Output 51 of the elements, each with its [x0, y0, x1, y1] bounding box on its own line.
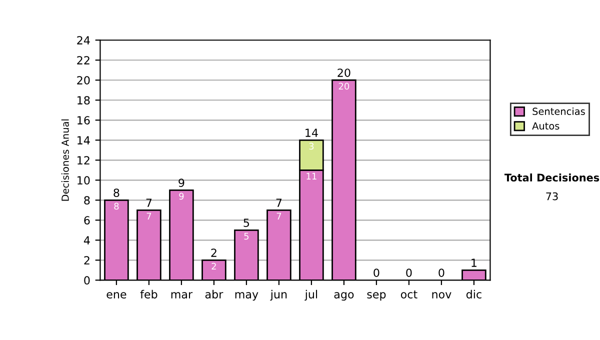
- data-label: 8: [114, 202, 119, 210]
- y-tick-label: 22: [77, 56, 90, 64]
- y-tick-label: 0: [84, 276, 90, 285]
- x-tick-label: oct: [400, 290, 418, 298]
- y-tick-label: 6: [84, 216, 90, 225]
- total-label: 0: [374, 268, 380, 278]
- x-tick-label: sep: [367, 292, 386, 301]
- total-label: 0: [406, 268, 412, 278]
- data-label: 11: [306, 172, 316, 180]
- x-tick-label: may: [235, 292, 258, 301]
- data-label: 20: [338, 82, 350, 90]
- total-label: 5: [244, 218, 250, 227]
- y-tick-label: 18: [78, 96, 90, 105]
- legend-label: Autos: [532, 122, 560, 130]
- text: 73: [546, 192, 558, 200]
- data-label: 5: [244, 232, 249, 240]
- y-axis-title: Decisiones Anual: [61, 119, 69, 201]
- legend-label: Sentencias: [532, 107, 585, 116]
- data-label: 9: [179, 192, 184, 200]
- data-label: 7: [276, 212, 282, 220]
- y-tick-label: 20: [77, 76, 90, 85]
- x-tick-label: jul: [304, 290, 318, 301]
- y-tick-label: 16: [78, 116, 90, 125]
- total-label: 20: [338, 68, 350, 77]
- y-tick-label: 14: [78, 136, 90, 144]
- y-tick-label: 12: [78, 156, 90, 164]
- y-tick-label: 4: [84, 236, 90, 244]
- y-tick-label: 2: [84, 256, 90, 264]
- text: Total Decisiones: [504, 173, 600, 182]
- y-tick-label: 10: [78, 176, 90, 185]
- data-label: 7: [146, 212, 152, 220]
- total-label: 1: [472, 258, 476, 267]
- total-label: 7: [146, 198, 152, 207]
- x-tick-label: jun: [270, 290, 287, 301]
- data-label: 3: [309, 142, 314, 150]
- data-label: 2: [212, 262, 216, 270]
- x-tick-label: ago: [334, 292, 354, 301]
- total-label: 9: [178, 178, 184, 187]
- total-label: 8: [114, 188, 120, 197]
- y-tick-label: 8: [84, 196, 90, 205]
- total-label: 7: [276, 198, 282, 207]
- x-tick-label: mar: [171, 292, 193, 298]
- total-label: 0: [438, 268, 444, 278]
- total-label: 14: [306, 128, 318, 137]
- y-tick-label: 24: [77, 36, 90, 44]
- total-label: 2: [211, 248, 216, 257]
- x-tick-label: nov: [432, 292, 452, 298]
- x-tick-label: ene: [106, 292, 126, 298]
- x-tick-label: feb: [140, 290, 158, 298]
- x-tick-label: dic: [466, 290, 482, 298]
- x-tick-label: abr: [205, 290, 224, 298]
